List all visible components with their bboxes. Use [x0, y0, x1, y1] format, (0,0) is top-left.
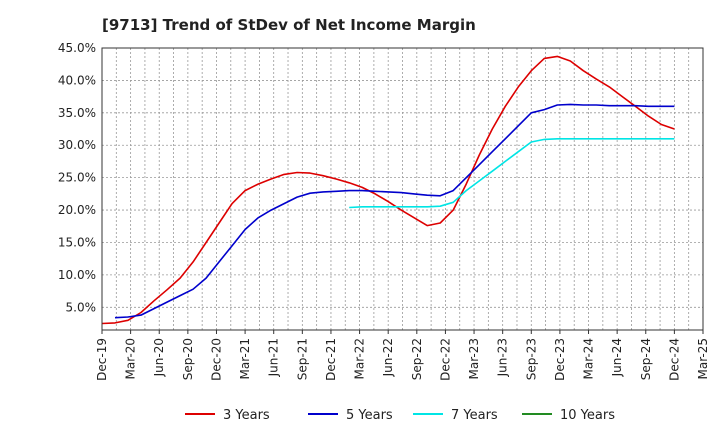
x-tick-label: Jun-23: [496, 338, 510, 377]
legend-label: 5 Years: [346, 408, 393, 423]
x-tick-label: Mar-25: [696, 338, 710, 379]
x-tick-label: Sep-21: [295, 338, 309, 380]
x-tick-label: Dec-19: [95, 338, 109, 381]
legend-label: 7 Years: [451, 408, 498, 423]
x-tick-label: Jun-21: [267, 338, 281, 377]
x-tick-label: Dec-24: [667, 338, 681, 381]
grid: [102, 47, 703, 330]
series-layer: [101, 55, 675, 325]
series-line-3-years: [101, 55, 675, 325]
y-tick-label: 10.0%: [58, 268, 96, 282]
x-tick-label: Mar-21: [238, 338, 252, 379]
y-tick-label: 40.0%: [58, 73, 96, 87]
x-tick-label: Dec-21: [324, 338, 338, 381]
x-tick-label: Mar-22: [353, 338, 367, 379]
x-tick-label: Dec-20: [209, 338, 223, 381]
x-tick-label: Dec-22: [438, 338, 452, 381]
x-tick-label: Dec-23: [553, 338, 567, 381]
series-line-5-years: [114, 103, 675, 319]
x-tick-label: Sep-20: [181, 338, 195, 380]
x-tick-label: Jun-22: [381, 338, 395, 377]
y-tick-label: 35.0%: [58, 106, 96, 120]
legend-label: 3 Years: [223, 408, 270, 423]
x-tick-label: Mar-20: [124, 338, 138, 379]
x-axis: Dec-19 Mar-20 Jun-20 Sep-20 Dec-20 Mar-21 Jun-…: [95, 330, 710, 381]
y-tick-label: 25.0%: [58, 171, 96, 185]
legend-label: 10 Years: [560, 408, 615, 423]
y-tick-label: 20.0%: [58, 203, 96, 217]
y-tick-label: 45.0%: [58, 41, 96, 55]
y-tick-label: 30.0%: [58, 138, 96, 152]
x-tick-label: Mar-24: [582, 338, 596, 379]
x-tick-label: Sep-22: [410, 338, 424, 380]
chart-title: [9713] Trend of StDev of Net Income Marg…: [102, 16, 476, 34]
y-tick-label: 15.0%: [58, 235, 96, 249]
y-axis: 5.0% 10.0% 15.0% 20.0% 25.0% 30.0% 35.0% 40.0% 4…: [58, 41, 96, 314]
x-tick-label: Sep-24: [639, 338, 653, 380]
series-line-7-years: [349, 138, 675, 209]
plot-area: [101, 47, 704, 331]
x-tick-label: Mar-23: [467, 338, 481, 379]
x-tick-label: Jun-24: [610, 338, 624, 377]
y-tick-label: 5.0%: [66, 300, 97, 314]
x-tick-label: Sep-23: [524, 338, 538, 380]
x-tick-label: Jun-20: [152, 338, 166, 377]
legend: 3 Years 5 Years 7 Years 10 Years: [185, 408, 615, 423]
